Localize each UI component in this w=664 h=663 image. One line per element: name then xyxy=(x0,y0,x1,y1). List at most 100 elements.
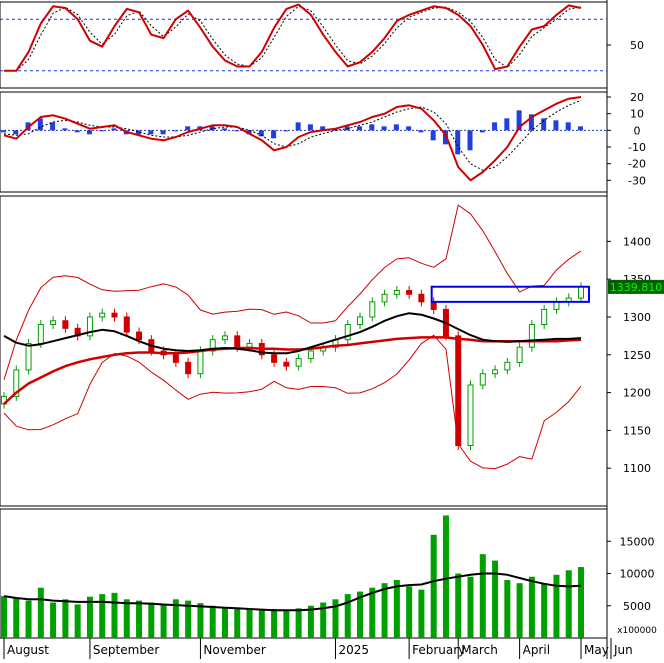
price-candle xyxy=(283,361,290,367)
macd-histogram-bar xyxy=(528,114,534,131)
y-tick-label-macd: -10 xyxy=(628,141,646,154)
macd-histogram-bar xyxy=(565,122,571,131)
price-candle xyxy=(479,373,486,386)
macd-histogram-bar xyxy=(541,118,547,131)
price-ma-mid xyxy=(3,312,582,355)
price-candle xyxy=(455,335,462,447)
macd-histogram-bar xyxy=(479,130,485,133)
macd-histogram-bar xyxy=(234,130,240,132)
volume-bar xyxy=(430,534,437,638)
macd-histogram-bar xyxy=(492,122,498,131)
price-candle xyxy=(123,316,130,333)
stoch-k-line xyxy=(4,3,582,72)
macd-histogram-bar xyxy=(1,130,6,133)
x-tick-label: Jun xyxy=(613,643,633,657)
price-candle xyxy=(528,324,535,348)
price-candle xyxy=(393,290,400,295)
volume-bar xyxy=(74,604,81,638)
volume-bar xyxy=(99,594,106,638)
volume-bar xyxy=(197,603,204,638)
macd-histogram-bar xyxy=(307,124,313,131)
price-candle xyxy=(381,293,388,303)
macd-histogram-bar xyxy=(148,130,154,135)
volume-bar xyxy=(565,570,572,638)
volume-bar xyxy=(295,608,302,638)
volume-bar xyxy=(528,576,535,638)
macd-histogram-bar xyxy=(578,126,583,131)
volume-ma-line xyxy=(3,572,582,612)
macd-histogram-bar xyxy=(209,126,215,131)
x-tick-label: March xyxy=(461,643,498,657)
price-candle xyxy=(86,316,93,337)
macd-histogram-bar xyxy=(111,128,117,131)
volume-bar xyxy=(86,596,93,638)
x-tick-label: May xyxy=(584,643,609,657)
volume-bar xyxy=(467,576,474,638)
volume-bar xyxy=(307,605,314,638)
panel-frame-stochastic xyxy=(0,1,608,89)
volume-bar xyxy=(393,579,400,638)
volume-bar xyxy=(123,599,130,638)
volume-bar xyxy=(504,579,511,638)
y-tick-label-macd: 20 xyxy=(630,91,644,104)
volume-bar xyxy=(516,583,523,638)
y-tick-label-volume: 15000 xyxy=(620,535,655,548)
volume-bar xyxy=(148,602,155,638)
price-candle xyxy=(185,361,192,375)
bollinger-lower-band xyxy=(3,334,582,470)
volume-bar xyxy=(479,554,486,638)
y-tick-label-price: 1200 xyxy=(623,387,651,400)
y-tick-label-macd: 0 xyxy=(634,124,641,137)
macd-histogram-bar xyxy=(160,130,166,135)
last-price-label-bg xyxy=(608,279,664,294)
volume-bar xyxy=(357,591,364,638)
macd-histogram-bar xyxy=(50,122,56,131)
y-tick-label-volume: 5000 xyxy=(623,600,651,613)
panel-frame-price xyxy=(0,195,608,507)
macd-histogram-bar xyxy=(504,118,510,131)
macd-histogram-bar xyxy=(283,130,289,132)
macd-histogram-bar xyxy=(295,122,301,131)
volume-bar xyxy=(258,610,265,638)
stoch-d-line xyxy=(4,5,582,72)
resistance-zone-box xyxy=(430,285,590,303)
volume-bar xyxy=(209,605,216,638)
price-candle xyxy=(553,301,560,310)
macd-histogram-bar xyxy=(13,130,19,135)
volume-bar xyxy=(455,573,462,638)
macd-histogram-bar xyxy=(430,130,436,141)
x-tick-label: August xyxy=(7,643,49,657)
macd-histogram-bar xyxy=(467,130,473,151)
macd-histogram-bar xyxy=(271,130,277,139)
volume-bar xyxy=(283,610,290,638)
macd-histogram-bar xyxy=(258,130,264,137)
price-ma-long xyxy=(3,336,582,405)
y-tick-label-price: 1300 xyxy=(623,311,651,324)
macd-histogram-bar xyxy=(221,128,227,131)
volume-bar xyxy=(271,608,278,638)
price-candle xyxy=(504,361,511,371)
price-candle xyxy=(271,354,278,363)
x-tick-label: April xyxy=(523,643,550,657)
volume-bar xyxy=(492,560,499,638)
macd-histogram-bar xyxy=(136,130,142,135)
price-candle xyxy=(111,312,118,318)
volume-bar xyxy=(381,583,388,638)
volume-bar xyxy=(442,515,449,638)
x-tick-label: September xyxy=(93,643,159,657)
volume-bar xyxy=(13,598,20,638)
y-tick-label-price: 1250 xyxy=(623,349,651,362)
price-candle xyxy=(357,316,364,326)
volume-bar xyxy=(50,602,57,638)
price-candle xyxy=(37,324,44,344)
volume-bar xyxy=(553,574,560,638)
macd-histogram-bar xyxy=(516,110,522,131)
volume-bar xyxy=(369,587,376,638)
volume-bar xyxy=(332,599,339,638)
bollinger-upper-band xyxy=(3,204,582,380)
volume-bar xyxy=(541,583,548,638)
price-candle xyxy=(99,312,106,318)
price-candle xyxy=(234,335,241,348)
price-candle xyxy=(136,331,143,341)
